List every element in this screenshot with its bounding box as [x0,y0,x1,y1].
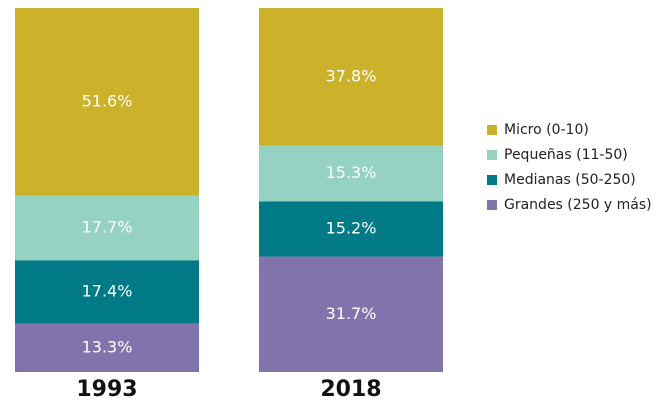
bar-segment [15,260,199,324]
legend-label: Micro (0-10) [504,122,589,138]
data-label: 15.2% [326,218,377,237]
bar-segment [259,201,443,257]
data-label: 51.6% [82,91,133,110]
data-label: 37.8% [326,66,377,85]
legend-label: Pequeñas (11-50) [504,147,628,163]
bar-segment [15,8,199,196]
legend-swatch [487,125,497,135]
data-label: 17.7% [82,218,133,237]
data-label: 15.3% [326,163,377,182]
data-label: 17.4% [82,281,133,300]
bar-segment [259,256,443,372]
bar-segment [259,145,443,202]
legend-swatch [487,200,497,210]
legend-label: Medianas (50-250) [504,172,636,188]
data-label: 13.3% [82,337,133,356]
legend-label: Grandes (250 y más) [504,197,652,213]
bar-segment [15,323,199,372]
bar-segment [259,8,443,146]
bar-segment [15,195,199,261]
legend-swatch [487,150,497,160]
legend-swatch [487,175,497,185]
data-label: 31.7% [326,304,377,323]
x-tick-label: 1993 [76,377,137,402]
x-tick-label: 2018 [320,377,381,402]
